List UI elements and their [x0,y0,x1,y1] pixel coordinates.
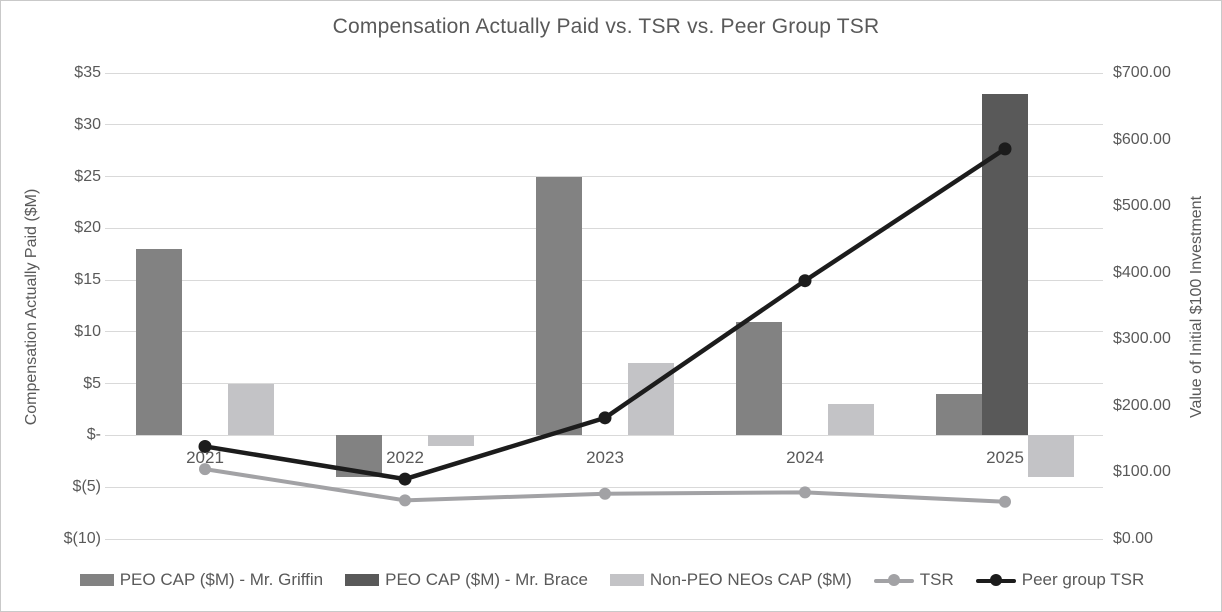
right-axis-tick: $200.00 [1113,396,1171,414]
right-axis-tick: $600.00 [1113,130,1171,148]
left-axis-tick: $- [86,426,101,444]
legend-label: TSR [919,570,954,589]
right-axis-tick: $100.00 [1113,463,1171,481]
legend-label: PEO CAP ($M) - Mr. Brace [385,570,588,589]
marker-2023-peer-group-tsr [598,411,612,425]
right-axis-tick: $400.00 [1113,263,1171,281]
right-axis-tick: $500.00 [1113,197,1171,215]
legend-label: Non-PEO NEOs CAP ($M) [649,570,852,589]
gridline [105,486,1103,488]
marker-2022-peer-group-tsr [398,472,412,486]
marker-2023-tsr [599,487,611,500]
right-axis-tick: $0.00 [1113,530,1154,547]
gridline [105,176,1103,178]
marker-2024-tsr [799,486,811,499]
right-axis-tick: $300.00 [1113,330,1171,348]
legend-item-peer-group-tsr: Peer group TSR [975,570,1145,590]
marker-2021-peer-group-tsr [198,439,212,453]
chart-title: Compensation Actually Paid vs. TSR vs. P… [332,15,880,38]
left-axis-tick: $10 [74,322,101,340]
x-axis-label-2024: 2024 [786,448,824,467]
legend-item-non-peo-neos-cap-m-: Non-PEO NEOs CAP ($M) [609,570,852,590]
left-axis-tick: $(5) [72,478,101,496]
marker-2024-peer-group-tsr [798,274,812,288]
gridline [105,227,1103,229]
left-axis-tick: $35 [74,64,101,81]
bar-2025-non-peo-neos-cap-m- [1028,435,1074,477]
left-axis-tick: $(10) [63,530,101,547]
gridline [105,279,1103,281]
bar-2023-peo-cap-m-mr-griffin [536,176,582,436]
x-axis-label-2021: 2021 [186,448,224,467]
legend-item-peo-cap-m-mr-griffin: PEO CAP ($M) - Mr. Griffin [79,570,324,590]
x-axis-label-2022: 2022 [386,448,424,467]
legend-bar-swatch-icon [609,574,644,586]
left-axis-tick: $30 [74,115,101,133]
marker-2025-peer-group-tsr [998,142,1012,156]
bar-2025-peo-cap-m-mr-griffin [936,394,982,436]
legend-label: Peer group TSR [1021,570,1145,589]
left-axis-tick: $5 [83,374,101,392]
chart-legend: PEO CAP ($M) - Mr. Griffin PEO CAP ($M) -… [1,565,1221,595]
gridline [105,331,1103,333]
left-axis-tick: $15 [74,271,101,289]
marker-2025-tsr [999,495,1011,508]
marker-2022-tsr [399,494,411,507]
gridline [105,124,1103,126]
bar-2024-non-peo-neos-cap-m- [828,404,874,436]
marker-2021-tsr [199,463,211,476]
left-axis-tick: $20 [74,219,101,237]
x-axis-label-2025: 2025 [986,448,1024,467]
left-axis-tick: $25 [74,167,101,185]
x-axis-label-2023: 2023 [586,448,624,467]
legend-label: PEO CAP ($M) - Mr. Griffin [119,570,324,589]
gridline [105,538,1103,540]
gridline [105,383,1103,385]
legend-item-tsr: TSR [873,570,954,590]
legend-bar-swatch-icon [345,574,380,586]
bar-2021-peo-cap-m-mr-griffin [136,249,182,436]
gridline [105,72,1103,74]
bar-2021-non-peo-neos-cap-m- [228,383,274,436]
right-axis-tick: $700.00 [1113,64,1171,81]
bar-2022-non-peo-neos-cap-m- [428,435,474,446]
legend-item-peo-cap-m-mr-brace: PEO CAP ($M) - Mr. Brace [345,570,588,590]
legend-line-swatch-icon [975,574,1016,587]
line-peer-group-tsr [204,147,1007,482]
legend-line-swatch-icon [873,574,914,587]
gridline [105,434,1103,436]
legend-bar-swatch-icon [79,574,114,586]
bar-2024-peo-cap-m-mr-griffin [736,321,782,436]
